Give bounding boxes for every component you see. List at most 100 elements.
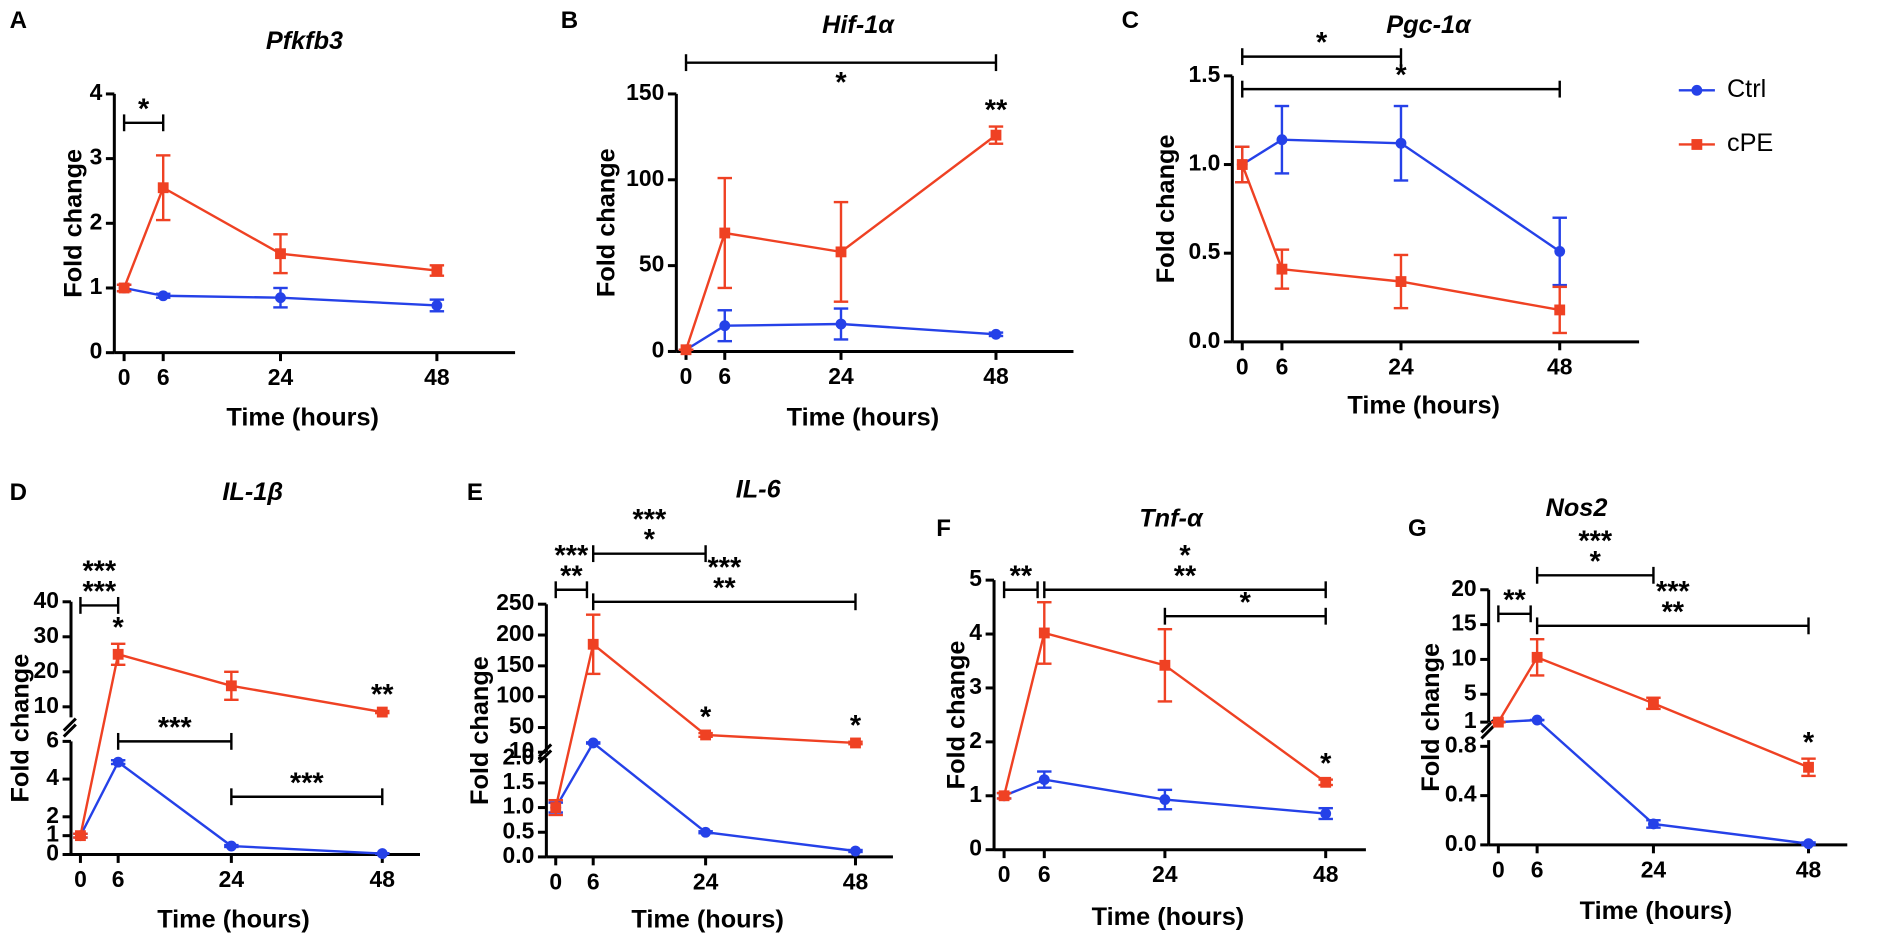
data-point [1803, 838, 1814, 850]
x-tick-label: 0 [998, 861, 1011, 887]
data-point [719, 320, 731, 332]
y-tick-label: 0.5 [1189, 238, 1221, 264]
data-point [587, 638, 599, 650]
significance-label: * [1590, 546, 1602, 578]
x-tick-label: 48 [1313, 861, 1339, 887]
x-tick-label: 0 [680, 363, 693, 389]
significance-label: ** [1010, 560, 1033, 592]
data-point [157, 290, 169, 302]
data-point [1492, 716, 1504, 728]
data-point [835, 246, 847, 258]
data-point [112, 756, 124, 768]
significance-label: * [1395, 60, 1407, 92]
y-tick-label: 0 [969, 835, 982, 861]
legend-label: cPE [1727, 129, 1773, 157]
series-line [1498, 718, 1809, 845]
data-point [700, 826, 712, 838]
data-point [431, 265, 443, 276]
series-line [122, 185, 438, 289]
significance-label: * [644, 524, 656, 556]
series-line [554, 741, 856, 853]
data-point [75, 830, 86, 842]
data-point [275, 292, 286, 304]
x-tick-label: 48 [1547, 353, 1573, 379]
data-point [990, 328, 1002, 340]
x-tick-label: 6 [1038, 861, 1051, 887]
series-line [123, 286, 437, 307]
y-tick-label: 20 [1451, 575, 1476, 601]
panel-letter: C [1122, 7, 1139, 34]
panel-title: Tnf-α [1139, 505, 1204, 533]
x-tick-label: 48 [843, 868, 869, 894]
data-point [835, 318, 847, 330]
x-axis-label: Time (hours) [226, 404, 379, 432]
significance-label: * [138, 93, 150, 125]
x-tick-label: 24 [828, 363, 854, 389]
y-tick-label: 4 [46, 764, 59, 790]
y-tick-label: 1.5 [503, 768, 535, 794]
data-point [225, 680, 237, 692]
y-tick-label: 6 [46, 726, 59, 752]
x-tick-label: 0 [74, 866, 87, 892]
y-tick-label: 1 [1464, 707, 1477, 733]
x-tick-label: 6 [1276, 353, 1289, 379]
y-tick-label: 10 [509, 737, 534, 763]
data-point [680, 344, 692, 356]
y-tick-label: 0.5 [503, 817, 535, 843]
axis-break [62, 723, 77, 738]
y-tick-label: 2 [90, 208, 103, 234]
y-tick-label: 5 [969, 565, 982, 591]
significance-label: * [1803, 727, 1815, 759]
y-tick-label: 250 [496, 589, 534, 615]
axis-break [1480, 725, 1495, 740]
y-tick-label: 100 [626, 165, 664, 191]
data-point [376, 848, 388, 859]
y-axis-label: Fold change [592, 148, 620, 297]
x-tick-label: 48 [370, 866, 396, 892]
x-tick-label: 6 [1531, 856, 1544, 882]
y-tick-label: 2 [969, 727, 982, 753]
y-tick-label: 0.0 [503, 842, 535, 868]
x-tick-label: 24 [219, 866, 245, 892]
series-line [1241, 164, 1560, 312]
y-tick-label: 0.8 [1445, 731, 1477, 757]
significance-label: ** [985, 95, 1008, 127]
series-line [1241, 138, 1561, 253]
data-point [998, 790, 1010, 802]
panel-letter: A [10, 7, 27, 34]
axis-break [538, 743, 553, 758]
series-line [554, 642, 856, 808]
data-point [850, 737, 861, 749]
panel-letter: G [1408, 515, 1427, 542]
series-line [684, 134, 997, 351]
data-point [275, 248, 286, 260]
significance-label: * [1179, 540, 1191, 572]
x-tick-label: 0 [118, 364, 131, 390]
data-point [376, 706, 388, 718]
series-line [79, 652, 383, 836]
x-tick-label: 6 [112, 866, 125, 892]
x-tick-label: 48 [1796, 856, 1822, 882]
data-point [1276, 134, 1288, 146]
significance-label: *** [707, 552, 741, 584]
x-axis-label: Time (hours) [157, 905, 310, 933]
series-line [79, 760, 383, 855]
y-tick-label: 2.0 [503, 743, 535, 769]
data-point [431, 300, 443, 311]
panel-title: IL-6 [736, 476, 782, 504]
axis-break [538, 749, 553, 764]
y-axis-label: Fold change [943, 641, 971, 790]
y-tick-label: 20 [34, 657, 59, 683]
data-point [850, 845, 861, 857]
data-point [1320, 808, 1332, 819]
x-tick-label: 6 [587, 868, 600, 894]
panel-title: Hif-1α [822, 11, 895, 39]
significance-label: *** [290, 767, 324, 799]
y-tick-label: 150 [626, 79, 664, 105]
axis-break [62, 717, 77, 732]
significance-label: *** [1656, 576, 1690, 608]
y-axis-label: Fold change [6, 654, 34, 803]
y-tick-label: 200 [496, 620, 534, 646]
data-point [1554, 304, 1566, 316]
series-line [1497, 655, 1809, 769]
